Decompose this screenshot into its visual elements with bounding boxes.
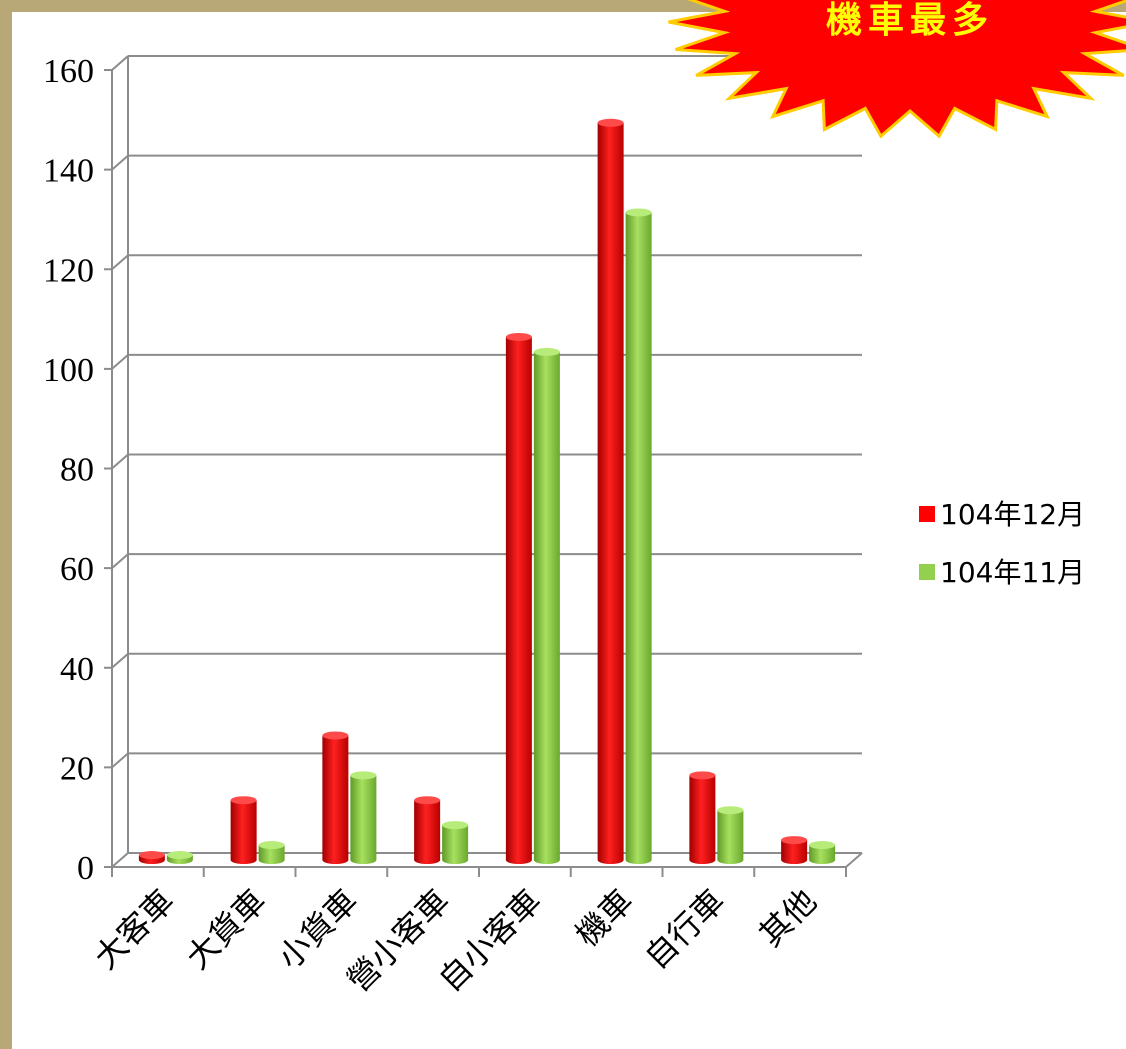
bar-1-3	[442, 825, 469, 864]
ytick-label-7: 140	[43, 153, 94, 190]
bar-1-6	[717, 810, 744, 864]
legend: 104年12月 104年11月	[919, 498, 1085, 589]
bar-top-1-6	[717, 806, 744, 815]
ytick-label-8: 160	[43, 53, 94, 90]
bar-top-0-6	[689, 771, 716, 780]
bar-top-0-4	[505, 332, 532, 341]
bar-top-1-7	[809, 841, 836, 850]
bar-1-5	[625, 212, 652, 864]
bar-top-1-1	[258, 841, 285, 850]
gridline-diag-4	[111, 453, 129, 470]
bar-0-4	[505, 336, 532, 864]
gridline-diag-0	[111, 852, 129, 868]
gridline-diag-3	[111, 553, 129, 569]
legend-swatch-104-11	[919, 564, 935, 580]
ytick-label-3: 60	[60, 551, 94, 588]
bar-top-0-5	[597, 118, 624, 127]
chart-panel	[12, 12, 1126, 1049]
ytick-label-6: 120	[43, 252, 94, 289]
bar-top-0-2	[322, 731, 349, 740]
bar-top-0-0	[138, 851, 165, 860]
axes	[104, 56, 863, 877]
bar-0-7	[781, 840, 808, 864]
bar-top-1-2	[350, 771, 377, 780]
bars	[138, 118, 836, 865]
ytick-label-5: 100	[43, 352, 94, 389]
bar-0-2	[322, 735, 349, 864]
bar-top-0-1	[230, 796, 257, 805]
bar-1-4	[533, 351, 560, 865]
bar-top-0-3	[414, 796, 441, 805]
bar-0-5	[597, 122, 624, 864]
ytick-label-4: 80	[60, 452, 94, 489]
gridline-diag-1	[111, 752, 129, 769]
bar-top-0-7	[781, 836, 808, 845]
gridline-diag-8	[111, 55, 129, 71]
bar-0-6	[689, 775, 716, 864]
ytick-label-2: 40	[60, 651, 94, 688]
gridline-diag-6	[111, 254, 129, 271]
y-axis-ticks: 0 20 40 60 80 100 120 140 160	[43, 53, 94, 887]
legend-label-104-11: 104年11月	[940, 556, 1085, 589]
ytick-label-1: 20	[60, 750, 94, 787]
bar-1-2	[350, 775, 377, 864]
callout-starburst: 機車最多	[668, 0, 1126, 139]
x-axis-depth-line	[845, 852, 863, 868]
gridlines	[111, 55, 862, 868]
starburst-shape	[668, 0, 1126, 139]
legend-label-104-12: 104年12月	[940, 498, 1085, 531]
bar-top-1-4	[533, 347, 560, 356]
gridline-diag-7	[111, 154, 129, 171]
bar-top-1-5	[625, 208, 652, 217]
legend-swatch-104-12	[919, 506, 935, 522]
gridline-diag-2	[111, 652, 129, 669]
gridline-diag-5	[111, 354, 129, 370]
bar-1-7	[809, 845, 836, 864]
bar-0-1	[230, 800, 257, 864]
callout-label: 機車最多	[826, 0, 994, 41]
bar-top-1-0	[166, 851, 193, 860]
ytick-label-0: 0	[77, 850, 94, 887]
bar-top-1-3	[442, 821, 469, 830]
bar-1-1	[258, 845, 285, 864]
bar-0-3	[414, 800, 441, 864]
